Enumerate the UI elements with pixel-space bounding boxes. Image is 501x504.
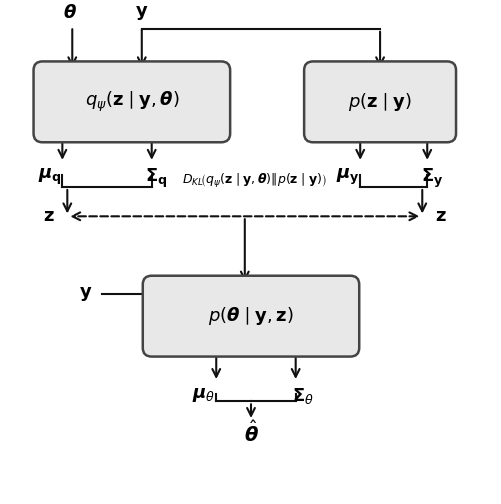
Text: $\boldsymbol{\Sigma}_{\theta}$: $\boldsymbol{\Sigma}_{\theta}$ [292, 386, 314, 406]
Text: $p(\mathbf{z} \mid \mathbf{y})$: $p(\mathbf{z} \mid \mathbf{y})$ [347, 91, 411, 113]
Text: $\boldsymbol{\Sigma}_{\mathbf{q}}$: $\boldsymbol{\Sigma}_{\mathbf{q}}$ [145, 167, 167, 190]
Text: $\boldsymbol{\Sigma}_{\mathbf{y}}$: $\boldsymbol{\Sigma}_{\mathbf{y}}$ [420, 167, 442, 190]
Text: $D_{KL}\!\left(q_{\psi}(\mathbf{z} \mid \mathbf{y}, \boldsymbol{\theta}) \| p(\m: $D_{KL}\!\left(q_{\psi}(\mathbf{z} \mid … [182, 171, 327, 190]
Text: $\mathbf{y}$: $\mathbf{y}$ [79, 285, 92, 303]
Text: $\mathbf{z}$: $\mathbf{z}$ [434, 207, 445, 225]
Text: $\mathbf{z}$: $\mathbf{z}$ [43, 207, 55, 225]
Text: $q_{\psi}(\mathbf{z} \mid \mathbf{y}, \boldsymbol{\theta})$: $q_{\psi}(\mathbf{z} \mid \mathbf{y}, \b… [85, 90, 179, 114]
Text: $\boldsymbol{\theta}$: $\boldsymbol{\theta}$ [63, 5, 77, 23]
Text: $\mathbf{y}$: $\mathbf{y}$ [135, 5, 148, 23]
FancyBboxPatch shape [304, 61, 455, 142]
Text: $\hat{\boldsymbol{\theta}}$: $\hat{\boldsymbol{\theta}}$ [243, 420, 258, 446]
Text: $\boldsymbol{\mu}_{\theta}$: $\boldsymbol{\mu}_{\theta}$ [192, 386, 215, 404]
Text: $\boldsymbol{\mu}_{\mathbf{y}}$: $\boldsymbol{\mu}_{\mathbf{y}}$ [335, 167, 359, 187]
FancyBboxPatch shape [142, 276, 359, 356]
FancyBboxPatch shape [34, 61, 229, 142]
Text: $p(\boldsymbol{\theta} \mid \mathbf{y}, \mathbf{z})$: $p(\boldsymbol{\theta} \mid \mathbf{y}, … [208, 305, 293, 327]
Text: $\boldsymbol{\mu}_{\mathbf{q}}$: $\boldsymbol{\mu}_{\mathbf{q}}$ [38, 167, 62, 187]
